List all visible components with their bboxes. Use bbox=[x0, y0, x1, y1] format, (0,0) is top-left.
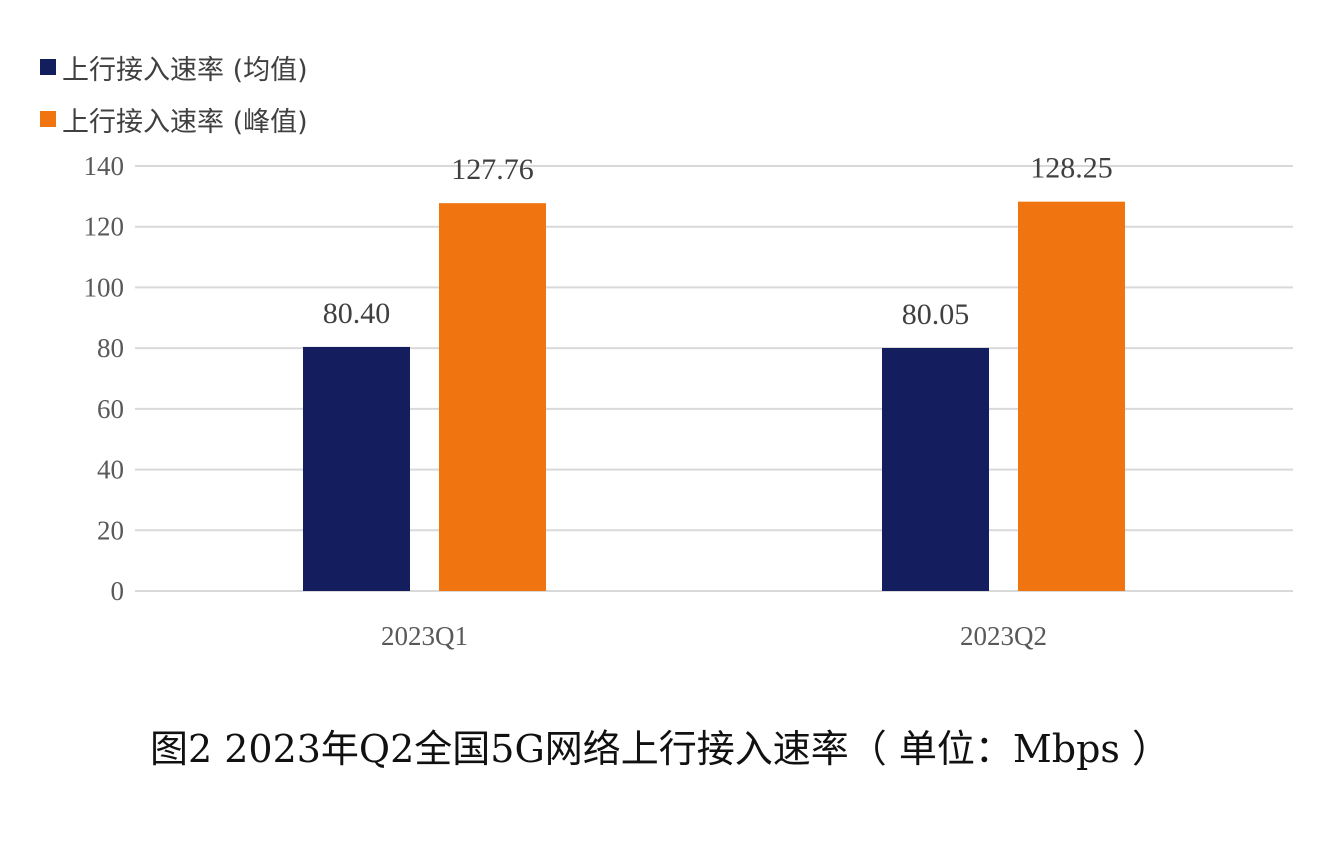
bars bbox=[303, 201, 1125, 591]
bar-mean-2023Q1 bbox=[303, 346, 410, 591]
y-tick-label-40: 40 bbox=[97, 455, 124, 485]
data-labels: 80.40 127.76 80.05 128.25 bbox=[323, 152, 1113, 331]
legend-swatch-mean bbox=[40, 59, 56, 75]
data-label-mean-2023Q2: 80.05 bbox=[902, 298, 970, 331]
figure-caption: 图2 2023年Q2全国5G网络上行接入速率（ 单位：Mbps ） bbox=[149, 727, 1171, 771]
legend-swatch-peak bbox=[40, 111, 56, 127]
data-label-mean-2023Q1: 80.40 bbox=[323, 297, 391, 330]
bar-peak-2023Q1 bbox=[439, 203, 546, 591]
y-tick-label-60: 60 bbox=[97, 394, 124, 424]
y-axis-ticks: 0 20 40 60 80 100 120 140 bbox=[84, 151, 125, 606]
x-axis-ticks: 2023Q1 2023Q2 bbox=[381, 621, 1047, 651]
y-tick-label-0: 0 bbox=[111, 576, 125, 606]
x-tick-label-2023Q2: 2023Q2 bbox=[960, 621, 1047, 651]
data-label-peak-2023Q2: 128.25 bbox=[1030, 152, 1113, 185]
y-tick-label-100: 100 bbox=[84, 272, 125, 302]
y-tick-label-120: 120 bbox=[84, 212, 125, 242]
legend: 上行接入速率 (均值) 上行接入速率 (峰值) bbox=[40, 52, 308, 156]
legend-item-peak: 上行接入速率 (峰值) bbox=[40, 104, 308, 138]
legend-label-peak: 上行接入速率 (峰值) bbox=[62, 106, 308, 138]
data-label-peak-2023Q1: 127.76 bbox=[451, 153, 534, 186]
bar-mean-2023Q2 bbox=[882, 347, 989, 591]
y-tick-label-20: 20 bbox=[97, 515, 124, 545]
bar-chart: 0 20 40 60 80 100 120 140 80.40 127.76 80.05 128.2… bbox=[84, 151, 1293, 651]
bar-peak-2023Q2 bbox=[1018, 201, 1125, 591]
y-tick-label-80: 80 bbox=[97, 333, 124, 363]
y-tick-label-140: 140 bbox=[84, 151, 125, 181]
legend-label-mean: 上行接入速率 (均值) bbox=[62, 54, 308, 86]
x-tick-label-2023Q1: 2023Q1 bbox=[381, 621, 468, 651]
legend-item-mean: 上行接入速率 (均值) bbox=[40, 52, 308, 86]
